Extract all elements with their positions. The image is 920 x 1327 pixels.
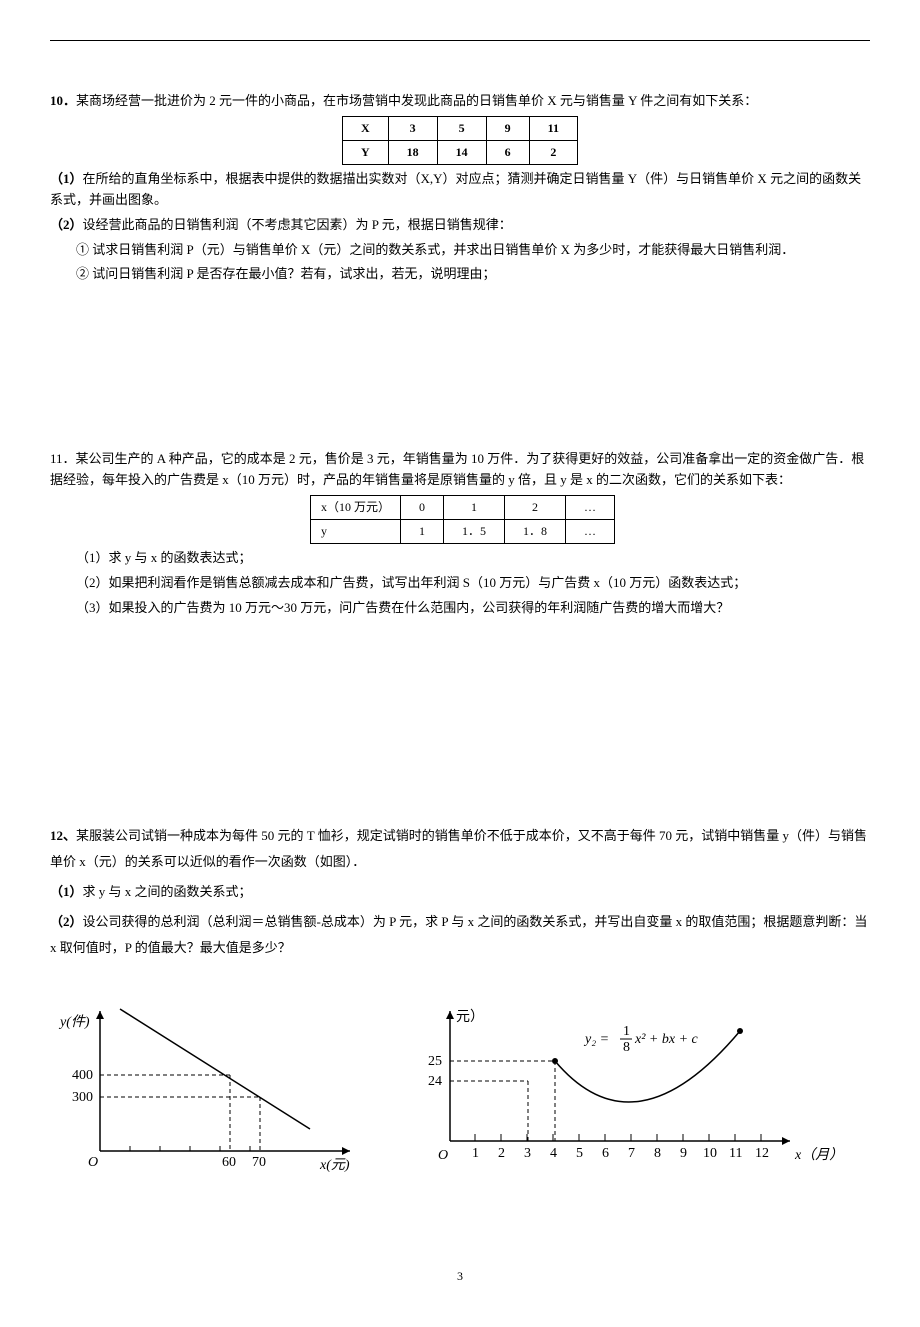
problem-11-number: 11． (50, 451, 76, 466)
part-label: （2） (50, 217, 83, 232)
problem-12: 12、某服装公司试销一种成本为每件 50 元的 T 恤衫，规定试销时的销售单价不… (50, 823, 870, 961)
table-cell: y (311, 519, 401, 543)
y-arrow-icon (446, 1011, 454, 1019)
x-tick-label: 6 (602, 1146, 609, 1161)
y-axis-label: 元） (456, 1009, 484, 1025)
part-label: （1） (50, 171, 83, 186)
problem-10-intro-text: 某商场经营一批进价为 2 元一件的小商品，在市场营销中发现此商品的日销售单价 X… (76, 93, 757, 108)
table-cell: … (566, 519, 615, 543)
problem-10-part2: （2）设经营此商品的日销售利润（不考虑其它因素）为 P 元，根据日销售规律： (50, 215, 870, 236)
formula-suffix: x² + bx + c (634, 1032, 699, 1047)
x-tick-label: 2 (498, 1146, 505, 1161)
x-axis-label: x(元) (319, 1158, 350, 1173)
table-cell: … (566, 495, 615, 519)
table-cell: 2 (505, 495, 566, 519)
table-cell: x（10 万元） (311, 495, 401, 519)
problem-12-intro: 12、某服装公司试销一种成本为每件 50 元的 T 恤衫，规定试销时的销售单价不… (50, 823, 870, 875)
y-tick-25: 25 (428, 1054, 442, 1069)
problem-11-intro-text: 某公司生产的 A 种产品，它的成本是 2 元，售价是 3 元，年销售量为 10 … (50, 451, 864, 487)
problem-12-number: 12、 (50, 828, 76, 843)
table-cell: 6 (486, 140, 529, 164)
problem-10-number: 10． (50, 93, 76, 108)
x-tick-label: 10 (703, 1146, 717, 1161)
table-cell: 5 (437, 116, 486, 140)
table-cell: 1 (401, 519, 444, 543)
data-line (120, 1009, 310, 1129)
x-tick-label: 8 (654, 1146, 661, 1161)
table-cell: 1．5 (444, 519, 505, 543)
problem-10-table: X 3 5 9 11 Y 18 14 6 2 (342, 116, 578, 165)
x-tick-60: 60 (222, 1155, 236, 1170)
table-cell: 3 (388, 116, 437, 140)
formula-den: 8 (623, 1040, 630, 1055)
x-tick-label: 9 (680, 1146, 687, 1161)
problem-11-intro: 11．某公司生产的 A 种产品，它的成本是 2 元，售价是 3 元，年销售量为 … (50, 449, 870, 491)
y-axis-label: y(件) (58, 1014, 90, 1030)
problem-11-part2: （2）如果把利润看作是销售总额减去成本和广告费，试写出年利润 S（10 万元）与… (50, 573, 870, 594)
table-cell: 0 (401, 495, 444, 519)
table-header-x: X (342, 116, 388, 140)
table-cell: 2 (529, 140, 577, 164)
chart-2: 元） 25 24 y₂ = 1 8 x² + bx + c 1234567891… (410, 1001, 850, 1188)
spacer (50, 325, 870, 445)
x-axis-label: x（月） (794, 1147, 843, 1163)
table-cell: 1．8 (505, 519, 566, 543)
part-text: 设经营此商品的日销售利润（不考虑其它因素）为 P 元，根据日销售规律： (83, 217, 512, 232)
chart-1: y(件) 400 300 60 70 x(元) O (50, 1001, 370, 1188)
problem-12-part2: （2）设公司获得的总利润（总利润＝总销售额-总成本）为 P 元，求 P 与 x … (50, 909, 870, 961)
x-tick-label: 11 (729, 1146, 742, 1161)
x-tick-label: 4 (550, 1146, 557, 1161)
x-tick-label: 3 (524, 1146, 531, 1161)
x-tick-70: 70 (252, 1155, 266, 1170)
origin-label: O (438, 1148, 448, 1163)
x-ticks: 123456789101112 (472, 1134, 769, 1161)
charts-container: y(件) 400 300 60 70 x(元) O (50, 1001, 870, 1188)
problem-10-sub2: ② 试问日销售利润 P 是否存在最小值？若有，试求出，若无，说明理由； (50, 264, 870, 285)
y-tick-400: 400 (72, 1068, 93, 1083)
formula-prefix: y₂ = (583, 1032, 609, 1047)
origin-label: O (88, 1155, 98, 1170)
formula-num: 1 (623, 1024, 630, 1039)
part-label: （2） (50, 914, 83, 929)
problem-10-sub1: ① 试求日销售利润 P（元）与销售单价 X（元）之间的数关系式，并求出日销售单价… (50, 240, 870, 261)
x-arrow-icon (342, 1147, 350, 1155)
problem-10-intro: 10．某商场经营一批进价为 2 元一件的小商品，在市场营销中发现此商品的日销售单… (50, 91, 870, 112)
problem-11: 11．某公司生产的 A 种产品，它的成本是 2 元，售价是 3 元，年销售量为 … (50, 449, 870, 618)
x-tick-label: 7 (628, 1146, 635, 1161)
data-point (737, 1028, 743, 1034)
problem-12-intro-text: 某服装公司试销一种成本为每件 50 元的 T 恤衫，规定试销时的销售单价不低于成… (50, 828, 867, 869)
problem-11-part3: （3）如果投入的广告费为 10 万元～30 万元，问广告费在什么范围内，公司获得… (50, 598, 870, 619)
problem-11-table: x（10 万元） 0 1 2 … y 1 1．5 1．8 … (310, 495, 615, 544)
chart-2-svg: 元） 25 24 y₂ = 1 8 x² + bx + c 1234567891… (410, 1001, 850, 1181)
problem-10: 10．某商场经营一批进价为 2 元一件的小商品，在市场营销中发现此商品的日销售单… (50, 91, 870, 285)
problem-10-part1: （1）在所给的直角坐标系中，根据表中提供的数据描出实数对（X,Y）对应点；猜测并… (50, 169, 870, 211)
part-text: 在所给的直角坐标系中，根据表中提供的数据描出实数对（X,Y）对应点；猜测并确定日… (50, 171, 861, 207)
spacer (50, 659, 870, 819)
part-text: 设公司获得的总利润（总利润＝总销售额-总成本）为 P 元，求 P 与 x 之间的… (50, 914, 867, 955)
table-header-y: Y (342, 140, 388, 164)
table-cell: 14 (437, 140, 486, 164)
x-tick-label: 1 (472, 1146, 479, 1161)
part-text: 求 y 与 x 之间的函数关系式； (83, 884, 252, 899)
table-cell: 18 (388, 140, 437, 164)
formula-label: y₂ = 1 8 x² + bx + c (583, 1024, 699, 1055)
chart-1-svg: y(件) 400 300 60 70 x(元) O (50, 1001, 370, 1181)
data-point (552, 1058, 558, 1064)
x-tick-label: 5 (576, 1146, 583, 1161)
y-tick-24: 24 (428, 1074, 442, 1089)
x-tick-label: 12 (755, 1146, 769, 1161)
problem-12-part1: （1）求 y 与 x 之间的函数关系式； (50, 879, 870, 905)
table-cell: 11 (529, 116, 577, 140)
horizontal-rule (50, 40, 870, 41)
y-arrow-icon (96, 1011, 104, 1019)
problem-11-part1: （1）求 y 与 x 的函数表达式； (50, 548, 870, 569)
page-number: 3 (50, 1267, 870, 1286)
y-tick-300: 300 (72, 1090, 93, 1105)
table-cell: 9 (486, 116, 529, 140)
part-label: （1） (50, 884, 83, 899)
table-cell: 1 (444, 495, 505, 519)
x-arrow-icon (782, 1137, 790, 1145)
